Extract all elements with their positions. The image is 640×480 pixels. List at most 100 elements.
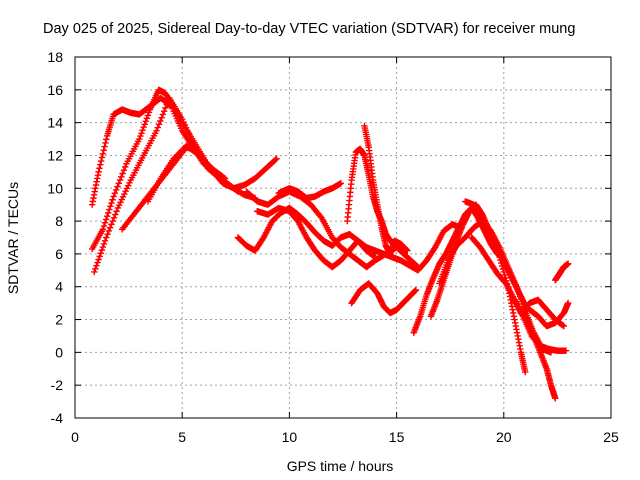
data-point <box>102 139 109 147</box>
x-tick-label: 25 <box>603 429 619 445</box>
data-point <box>107 203 114 210</box>
y-tick-label: 6 <box>55 246 63 262</box>
data-point <box>157 117 164 125</box>
data-point <box>499 265 507 273</box>
data-point <box>108 199 115 207</box>
data-point <box>97 161 104 168</box>
series-9 <box>254 204 379 271</box>
series-5 <box>144 142 229 205</box>
data-point <box>105 227 113 235</box>
data-point <box>109 217 116 225</box>
data-point <box>220 174 227 181</box>
data-point <box>337 180 345 187</box>
data-point <box>560 322 568 330</box>
y-tick-label: 12 <box>47 147 63 163</box>
data-point <box>93 262 100 269</box>
data-point <box>103 234 110 241</box>
data-point <box>100 147 107 154</box>
data-point <box>114 183 121 190</box>
data-point <box>97 250 104 257</box>
data-point <box>102 216 110 223</box>
data-point <box>108 221 115 228</box>
data-point <box>496 253 503 261</box>
data-point <box>96 165 103 172</box>
data-point <box>503 277 510 285</box>
data-point <box>162 104 169 112</box>
data-point <box>91 268 98 276</box>
data-point <box>163 101 170 108</box>
data-point <box>412 286 420 294</box>
data-point <box>94 259 101 266</box>
data-point <box>98 246 105 254</box>
data-point <box>99 243 107 251</box>
data-point <box>100 240 108 248</box>
data-point <box>104 231 111 238</box>
series-21 <box>552 260 572 284</box>
data-point <box>498 262 506 270</box>
data-point <box>141 121 148 128</box>
data-point <box>99 150 107 158</box>
series-20 <box>526 299 572 330</box>
data-point <box>497 256 504 264</box>
data-point <box>118 173 125 180</box>
x-tick-label: 20 <box>496 429 512 445</box>
data-point <box>153 127 160 135</box>
series-19 <box>517 296 568 330</box>
y-tick-label: 0 <box>55 344 63 360</box>
data-point <box>564 299 572 307</box>
data-point <box>504 280 511 287</box>
data-point <box>99 226 107 233</box>
data-point <box>112 186 120 194</box>
x-tick-label: 0 <box>71 429 79 445</box>
data-point <box>136 135 143 143</box>
data-point <box>110 193 117 200</box>
x-tick-label: 5 <box>178 429 186 445</box>
data-point <box>120 167 128 174</box>
data-point <box>97 157 105 165</box>
data-point <box>103 136 110 143</box>
data-point <box>145 109 153 116</box>
data-point <box>522 368 529 376</box>
x-axis: 0 5 10 15 20 25 <box>71 57 619 445</box>
series-17 <box>462 198 529 376</box>
data-point <box>101 219 109 226</box>
data-point <box>139 126 146 134</box>
data-point <box>501 271 508 279</box>
series-11 <box>361 122 411 258</box>
y-tick-label: 14 <box>47 115 63 131</box>
data-point <box>234 188 242 195</box>
data-point <box>140 124 147 131</box>
data-point <box>413 262 421 270</box>
data-point <box>562 347 570 354</box>
data-point <box>142 118 149 125</box>
y-tick-label: 2 <box>55 312 63 328</box>
data-point <box>112 211 119 218</box>
data-point <box>113 208 120 215</box>
data-point <box>317 213 324 220</box>
data-point <box>111 189 119 197</box>
data-point <box>100 222 108 230</box>
data-point <box>106 206 113 213</box>
series-8 <box>275 180 345 202</box>
series-12 <box>348 280 420 317</box>
data-point <box>95 256 102 263</box>
data-point <box>106 224 114 231</box>
data-point <box>109 196 116 203</box>
data-point <box>105 209 112 217</box>
data-point <box>552 395 559 402</box>
data-point <box>233 187 240 194</box>
data-point <box>564 260 572 267</box>
y-axis: -4 -2 0 2 4 6 8 10 12 14 16 18 <box>47 49 611 426</box>
y-tick-label: 16 <box>47 82 63 98</box>
data-point <box>155 121 163 128</box>
data-point <box>143 115 151 122</box>
data-point <box>96 253 103 260</box>
y-tick-label: 10 <box>47 180 63 196</box>
data-point <box>159 111 167 118</box>
data-point <box>498 259 505 267</box>
data-points <box>88 86 572 402</box>
data-point <box>119 170 126 177</box>
data-point <box>414 263 422 271</box>
x-axis-label: GPS time / hours <box>287 458 394 474</box>
